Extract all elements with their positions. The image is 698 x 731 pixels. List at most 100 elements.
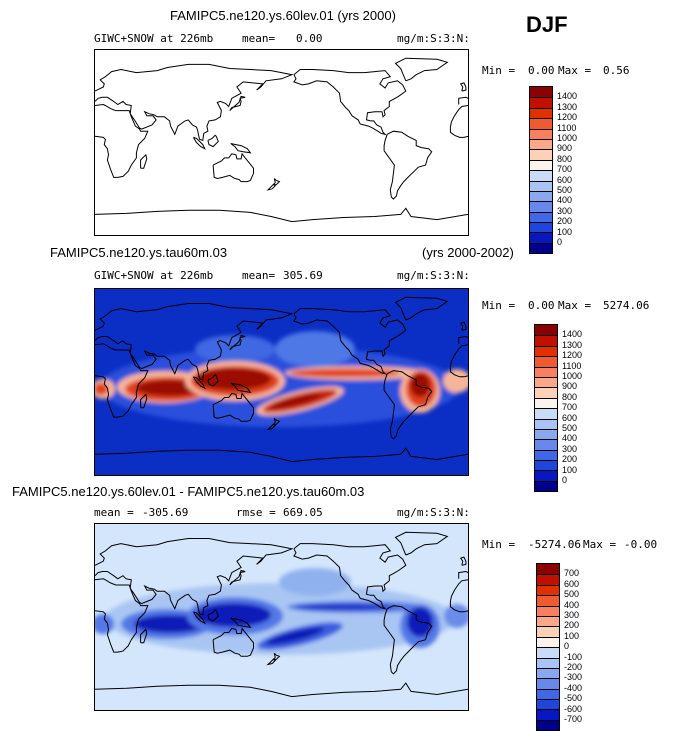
panel2-min-value: 0.00 xyxy=(528,299,555,312)
colorbar-level-label: -300 xyxy=(564,672,583,683)
colorbar-level-label: -600 xyxy=(564,703,583,714)
colorbar-swatch xyxy=(535,418,557,429)
panel1-mean-label: mean= xyxy=(242,32,276,45)
colorbar-level-label: 800 xyxy=(562,391,578,402)
colorbar-level-label: 800 xyxy=(557,153,573,164)
colorbar-level-label: 300 xyxy=(564,610,580,620)
colorbar-swatch xyxy=(537,584,559,596)
colorbar-level-label: 100 xyxy=(562,464,578,475)
panel1-colorbar: 1400 1300 1200 1100 1000 900 800 700 600 500 400 30… xyxy=(529,86,577,255)
season-label: DJF xyxy=(526,12,568,37)
colorbar-swatch xyxy=(535,408,557,419)
colorbar-swatch xyxy=(537,647,559,658)
colorbar-level-label: 1000 xyxy=(557,133,578,143)
colorbar-level-label: 500 xyxy=(564,589,580,600)
colorbar-swatch xyxy=(535,449,557,461)
colorbar-level-label: 200 xyxy=(557,216,573,227)
colorbar-swatch xyxy=(530,97,552,108)
colorbar-stack xyxy=(534,324,558,493)
colorbar-swatch xyxy=(537,678,559,689)
panel3-min-label: Min = xyxy=(482,538,516,551)
colorbar-level-label: 1000 xyxy=(562,371,583,381)
coastline-path xyxy=(95,296,468,463)
colorbar-swatch xyxy=(530,242,552,254)
colorbar-level-label: 900 xyxy=(557,143,573,154)
colorbar-swatch xyxy=(535,335,557,346)
panel2-max-label: Max = xyxy=(558,299,592,312)
panel2-map xyxy=(94,288,469,476)
colorbar-level-label: 700 xyxy=(564,568,580,579)
colorbar-swatch xyxy=(537,636,559,648)
panel3-field xyxy=(95,568,468,655)
colorbar-swatch xyxy=(530,87,552,98)
panel1-min-value: 0.00 xyxy=(528,64,555,77)
colorbar-swatch xyxy=(535,356,557,367)
colorbar-swatch xyxy=(537,657,559,668)
colorbar-swatch xyxy=(530,232,552,243)
panel3-max-label: Max = xyxy=(583,538,617,551)
panel2-subtitle: GIWC+SNOW at 226mb xyxy=(94,269,214,282)
colorbar-level-label: -700 xyxy=(564,714,583,724)
panel3-max-value: -0.00 xyxy=(624,538,658,551)
colorbar-swatch xyxy=(530,170,552,181)
colorbar-swatch xyxy=(530,138,552,150)
panel3-mean-value: -305.69 xyxy=(142,506,189,519)
colorbar-swatch xyxy=(537,688,559,700)
colorbar-swatch xyxy=(535,439,557,450)
panel3-coastlines xyxy=(95,531,468,698)
panel2-mean-value: 305.69 xyxy=(283,269,323,282)
panel1-units: mg/m:S:3:N: xyxy=(397,32,470,45)
colorbar-level-label: 200 xyxy=(562,454,578,465)
panel1-max-label: Max = xyxy=(558,64,592,77)
colorbar-level-label: 700 xyxy=(562,402,578,413)
colorbar-swatch xyxy=(530,201,552,212)
panel3-rmse-label: rmse = xyxy=(236,506,276,519)
coastline-path xyxy=(95,57,468,223)
colorbar-swatch xyxy=(530,128,552,139)
colorbar-level-label: 1200 xyxy=(557,112,578,123)
colorbar-level-label: -500 xyxy=(564,693,583,704)
colorbar-swatch xyxy=(537,667,559,679)
colorbar-level-label: 600 xyxy=(564,578,580,589)
panel2-min-label: Min = xyxy=(482,299,516,312)
panel3-map xyxy=(94,523,469,711)
panel3-colorbar: 700 600 500 400 300 200 100 0 -100 -200 -300 -400 -5… xyxy=(536,563,582,731)
colorbar-swatch xyxy=(535,345,557,357)
panel2-mean-label: mean= xyxy=(242,269,276,282)
colorbar-swatch xyxy=(535,366,557,377)
colorbar-level-label: 1400 xyxy=(557,91,578,102)
colorbar-level-label: 0 xyxy=(564,641,570,652)
colorbar-swatch xyxy=(530,180,552,191)
colorbar-level-label: 700 xyxy=(557,164,573,175)
colorbar-level-label: -100 xyxy=(564,651,583,662)
colorbar-level-label: 300 xyxy=(562,443,578,454)
panel1-mean-value: 0.00 xyxy=(296,32,323,45)
colorbar-swatch xyxy=(530,107,552,119)
panel3-rmse-value: 669.05 xyxy=(283,506,323,519)
colorbar-swatch xyxy=(530,149,552,160)
colorbar-level-label: 600 xyxy=(562,412,578,423)
colorbar-level-label: 1400 xyxy=(562,329,583,340)
panel3-units: mg/m:S:3:N: xyxy=(397,506,470,519)
colorbar-swatch xyxy=(535,397,557,409)
colorbar-swatch xyxy=(537,699,559,710)
colorbar-level-label: -400 xyxy=(564,682,583,693)
panel1-min-label: Min = xyxy=(482,64,516,77)
colorbar-level-label: 400 xyxy=(564,599,580,610)
colorbar-level-label: 900 xyxy=(562,381,578,392)
colorbar-level-label: 400 xyxy=(557,195,573,206)
panel3-min-value: -5274.06 xyxy=(528,538,581,551)
colorbar-level-label: 1200 xyxy=(562,350,583,361)
colorbar-swatch xyxy=(530,118,552,129)
coastline-path xyxy=(95,531,468,698)
colorbar-swatch xyxy=(537,595,559,606)
panel2-title-years: (yrs 2000-2002) xyxy=(422,245,514,260)
colorbar-level-label: 0 xyxy=(557,237,563,247)
panel3-title: FAMIPC5.ne120.ys.60lev.01 - FAMIPC5.ne12… xyxy=(12,484,365,499)
colorbar-stack xyxy=(529,86,553,255)
colorbar-swatch xyxy=(530,190,552,202)
colorbar-swatch xyxy=(535,325,557,336)
colorbar-level-label: 400 xyxy=(562,433,578,444)
panel2-colorbar: 1400 1300 1200 1100 1000 900 800 700 600 500 400 30… xyxy=(534,324,582,493)
panel1-map xyxy=(94,49,469,236)
